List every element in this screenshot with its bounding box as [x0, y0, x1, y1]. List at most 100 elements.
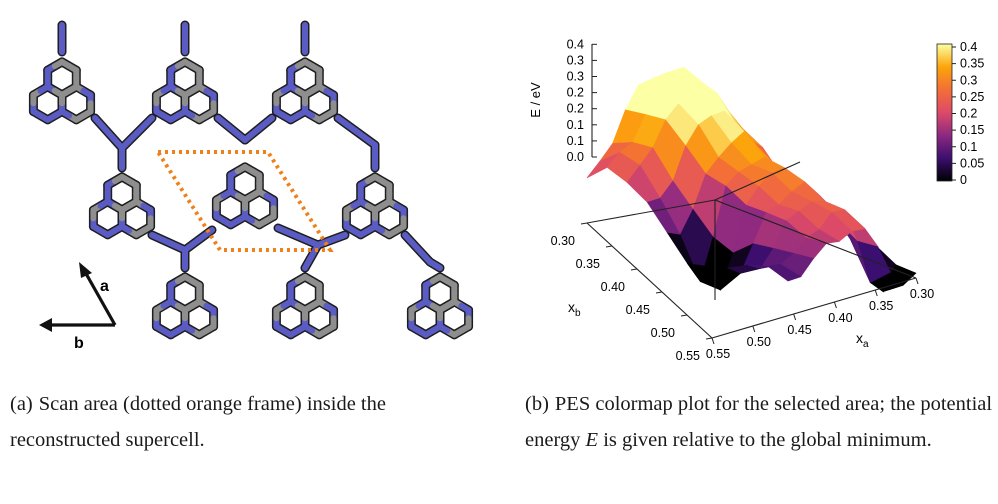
xa-tick-label: 0.45 — [787, 323, 811, 337]
z-axis-ticks: 0.0 0.1 0.1 0.2 0.2 0.3 0.3 0.4 — [567, 37, 597, 164]
z-axis-label: E / eV — [528, 82, 543, 118]
surface-facet — [767, 264, 802, 282]
plot-box — [586, 44, 917, 339]
bond-half — [165, 239, 188, 253]
vector-b-label: b — [74, 335, 84, 352]
caption-a: (a) Scan area (dotted orange frame) insid… — [10, 386, 490, 458]
xb-tick: 0.45 — [626, 291, 663, 317]
bond-half — [353, 128, 378, 148]
xa-tick-label: 0.40 — [828, 311, 852, 325]
colorbar-tick-label: 0.4 — [960, 40, 977, 54]
caption-a-text: Scan area (dotted orange frame) inside t… — [10, 393, 386, 451]
bond-half — [295, 233, 321, 248]
xa-tick-label: 0.30 — [910, 287, 934, 301]
caption-b-text: PES colormap plot for the selected area;… — [525, 393, 993, 451]
z-tick: 0.3 — [567, 70, 597, 84]
energy-surface — [586, 66, 917, 293]
lattice-vector-arrows: a b — [39, 262, 117, 352]
colorbar — [936, 43, 953, 182]
xa-axis-label: xa — [856, 330, 869, 350]
z-tick: 0.2 — [567, 102, 597, 116]
caption-b-tag: (b) — [525, 393, 549, 415]
caption-b-variable: E — [585, 429, 599, 451]
bond-half — [308, 242, 321, 260]
z-tick-label: 0.2 — [567, 86, 584, 100]
colorbar-tick: 0.05 — [952, 156, 984, 170]
bond-half — [242, 126, 262, 143]
xb-tick: 0.50 — [651, 314, 688, 340]
bond-half — [402, 232, 421, 252]
xa-tick: 0.45 — [787, 313, 812, 337]
colorbar-tick: 0.35 — [952, 57, 984, 71]
caption-b-text-end: is given relative to the global minimum. — [603, 429, 932, 451]
xa-tick: 0.30 — [910, 277, 934, 301]
z-tick: 0.3 — [567, 53, 597, 67]
z-tick-label: 0.4 — [567, 37, 584, 51]
colorbar-tick-label: 0.05 — [960, 156, 984, 170]
bond-half — [275, 225, 301, 240]
bond-half — [119, 130, 140, 151]
xb-tick-label: 0.35 — [576, 257, 600, 271]
xa-tick: 0.35 — [869, 289, 893, 313]
bond-half — [134, 115, 155, 136]
bond-half — [414, 245, 433, 265]
caption-a-tag: (a) — [10, 393, 33, 415]
z-tick-label: 0.0 — [567, 150, 584, 164]
colorbar-tick-label: 0.2 — [960, 107, 977, 121]
scan-area-frame — [154, 150, 334, 252]
xa-tick: 0.50 — [747, 325, 771, 349]
xb-tick-label: 0.40 — [601, 280, 625, 294]
xb-tick: 0.40 — [601, 268, 638, 294]
colorbar-tick: 0.2 — [952, 107, 977, 121]
colorbar-tick: 0.4 — [952, 40, 977, 54]
z-tick-label: 0.2 — [567, 102, 584, 116]
colorbar-tick-label: 0 — [960, 173, 967, 187]
caption-b: (b) PES colormap plot for the selected ar… — [525, 386, 995, 458]
colorbar-tick-label: 0.35 — [960, 57, 984, 71]
colorbar-ticks: 0.4 0.35 0.3 0.25 0.2 0.15 0.1 0.05 0 — [952, 40, 984, 187]
colorbar-tick: 0.15 — [952, 123, 984, 137]
colorbar-tick: 0.3 — [952, 73, 977, 87]
xa-tick-label: 0.50 — [747, 335, 771, 349]
supercell-structure: a b — [28, 20, 474, 352]
colorbar-tick-label: 0.25 — [960, 90, 984, 104]
z-tick: 0.2 — [567, 86, 597, 100]
xb-tick-label: 0.50 — [651, 326, 675, 340]
z-tick: 0.4 — [567, 37, 597, 51]
colorbar-tick-label: 0.3 — [960, 73, 977, 87]
colorbar-tick-label: 0.1 — [960, 140, 977, 154]
colorbar-tick: 0 — [952, 173, 967, 187]
structure-figure: a b — [0, 0, 500, 365]
bond-half — [432, 262, 443, 271]
bond-half — [335, 115, 360, 135]
atom-layer — [30, 22, 472, 338]
z-tick-label: 0.1 — [567, 134, 584, 148]
colorbar-tick-label: 0.15 — [960, 123, 984, 137]
xb-tick: 0.55 — [676, 337, 713, 363]
xb-tick: 0.30 — [551, 222, 588, 248]
xa-tick: 0.55 — [706, 337, 730, 361]
xa-tick: 0.40 — [828, 301, 853, 325]
xb-tick-label: 0.30 — [551, 234, 575, 248]
xb-tick-label: 0.45 — [626, 303, 650, 317]
bond-half — [105, 130, 125, 151]
z-tick-label: 0.1 — [567, 118, 584, 132]
xb-axis-ticks: 0.300.350.400.450.500.55 — [551, 222, 713, 363]
vector-a-label: a — [100, 278, 109, 295]
colorbar-tick: 0.1 — [952, 140, 977, 154]
z-tick: 0.1 — [567, 134, 597, 148]
xb-tick-label: 0.55 — [676, 349, 700, 363]
xa-axis-ticks: 0.55 0.50 0.45 0.40 0.35 0.30 — [706, 277, 934, 361]
z-tick-label: 0.3 — [567, 53, 584, 67]
bond-network — [28, 20, 474, 340]
bond-half — [149, 232, 172, 246]
pes-figure: 0.0 0.1 0.1 0.2 0.2 0.3 0.3 0.4 E / eV 0.30 0.35… — [500, 0, 998, 365]
xa-tick-label: 0.35 — [869, 299, 893, 313]
pes-surface-plot: 0.00.10.10.20.20.30.30.4 E / eV 0.300.35… — [528, 37, 984, 363]
bond-half — [92, 115, 112, 136]
z-tick: 0.1 — [567, 118, 597, 132]
xb-tick: 0.35 — [576, 245, 613, 271]
xa-tick-label: 0.55 — [706, 347, 730, 361]
xb-axis-label: xb — [568, 299, 581, 319]
z-tick: 0.0 — [567, 150, 597, 164]
